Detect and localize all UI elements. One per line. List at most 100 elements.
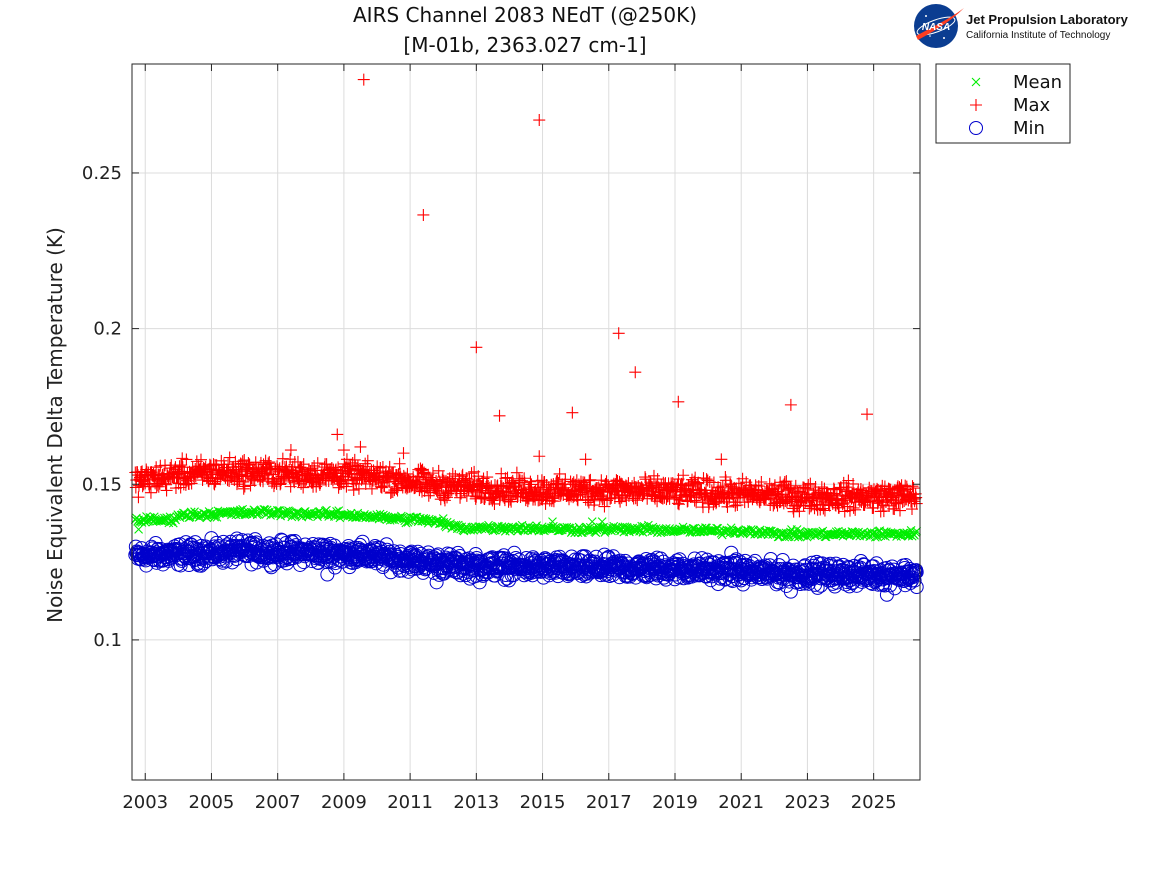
data-point-min xyxy=(909,565,924,580)
outlier-point-max xyxy=(566,406,579,419)
outlier-point-max xyxy=(672,395,685,408)
data-point-min xyxy=(327,560,342,575)
data-point-min xyxy=(653,551,668,566)
data-point-max xyxy=(677,469,690,482)
data-point-max xyxy=(707,498,720,511)
data-point-max xyxy=(494,479,507,492)
outlier-point-min xyxy=(429,575,444,590)
outlier-point-max xyxy=(533,114,546,127)
chart-title-line-2: [M-01b, 2363.027 cm-1] xyxy=(403,33,646,57)
data-point-max xyxy=(671,497,684,510)
outlier-point-min xyxy=(472,575,487,590)
data-point-max xyxy=(374,461,387,474)
data-point-mean xyxy=(220,508,230,517)
data-point-max xyxy=(510,466,523,479)
outlier-point-mean xyxy=(548,517,557,527)
data-point-max xyxy=(306,462,319,475)
outlier-point-max xyxy=(397,447,410,460)
data-point-max xyxy=(152,480,165,493)
data-point-max xyxy=(432,464,445,477)
data-point-mean xyxy=(566,528,576,537)
data-point-max xyxy=(700,473,713,486)
plot-frame xyxy=(131,63,921,781)
outlier-point-min xyxy=(320,567,335,582)
data-point-max xyxy=(559,473,572,486)
data-point-max xyxy=(415,464,428,477)
data-point-max xyxy=(877,505,890,518)
data-point-max xyxy=(716,480,729,493)
data-point-max xyxy=(442,487,455,500)
data-point-max xyxy=(144,486,157,499)
outlier-point-max xyxy=(284,444,297,457)
outlier-point-max xyxy=(493,409,506,422)
data-point-max xyxy=(551,474,564,487)
data-point-max xyxy=(564,475,577,488)
data-point-max xyxy=(688,494,701,507)
data-point-max xyxy=(361,454,374,467)
data-point-max xyxy=(802,478,815,491)
data-point-max xyxy=(814,503,827,516)
data-point-max xyxy=(180,453,193,466)
data-point-max xyxy=(535,474,548,487)
data-point-min xyxy=(813,578,828,593)
x-tick-label: 2005 xyxy=(189,792,235,813)
data-point-max xyxy=(731,499,744,512)
y-axis-ticks: 0.1 0.15 0.2 0.25 xyxy=(82,163,920,651)
data-point-mean xyxy=(750,530,759,539)
data-point-mean xyxy=(421,514,431,524)
series-min xyxy=(128,531,924,602)
data-point-max xyxy=(236,455,249,468)
x-tick-label: 2017 xyxy=(586,792,632,813)
data-point-min xyxy=(672,552,687,567)
data-point-mean xyxy=(607,526,616,536)
x-tick-label: 2013 xyxy=(453,792,499,813)
outlier-point-min xyxy=(909,579,924,594)
data-point-max xyxy=(863,481,876,494)
data-point-max xyxy=(460,472,473,485)
data-point-max xyxy=(160,484,173,497)
outlier-point-mean xyxy=(134,525,144,534)
data-point-max xyxy=(465,481,478,494)
data-point-max xyxy=(401,467,414,480)
data-point-max xyxy=(721,500,734,513)
data-point-max xyxy=(174,481,187,494)
legend-marker-max xyxy=(970,99,982,111)
data-point-max xyxy=(185,477,198,490)
data-point-max xyxy=(910,497,923,510)
data-point-mean xyxy=(232,506,242,516)
y-tick-label: 0.2 xyxy=(93,319,122,340)
x-tick-label: 2019 xyxy=(652,792,698,813)
logo-org-name: Jet Propulsion Laboratory xyxy=(966,12,1129,27)
data-point-max xyxy=(352,482,365,495)
x-tick-label: 2011 xyxy=(387,792,433,813)
data-point-max xyxy=(780,475,793,488)
x-tick-label: 2007 xyxy=(255,792,301,813)
data-point-max xyxy=(842,474,855,487)
data-point-mean xyxy=(910,530,919,540)
data-point-max xyxy=(297,481,310,494)
data-point-max xyxy=(505,495,518,508)
plot-area xyxy=(128,63,924,781)
data-point-max xyxy=(237,482,250,495)
data-point-max xyxy=(553,467,566,480)
data-point-max xyxy=(838,505,851,518)
data-point-mean xyxy=(272,506,282,515)
outlier-point-mean xyxy=(597,517,607,527)
legend-box xyxy=(935,63,1071,144)
data-point-min xyxy=(564,549,579,564)
data-point-max xyxy=(370,473,383,486)
x-tick-label: 2025 xyxy=(851,792,897,813)
data-point-max xyxy=(291,455,304,468)
data-point-max xyxy=(521,495,534,508)
series-mean xyxy=(130,504,922,542)
outlier-point-max xyxy=(337,444,350,457)
data-point-max xyxy=(804,477,817,490)
x-tick-label: 2015 xyxy=(520,792,566,813)
data-point-max xyxy=(481,471,494,484)
outlier-point-max xyxy=(715,453,728,466)
nasa-swoosh-icon xyxy=(916,8,964,40)
data-point-mean xyxy=(399,514,408,524)
y-tick-label: 0.1 xyxy=(93,630,122,651)
data-point-max xyxy=(847,501,860,514)
